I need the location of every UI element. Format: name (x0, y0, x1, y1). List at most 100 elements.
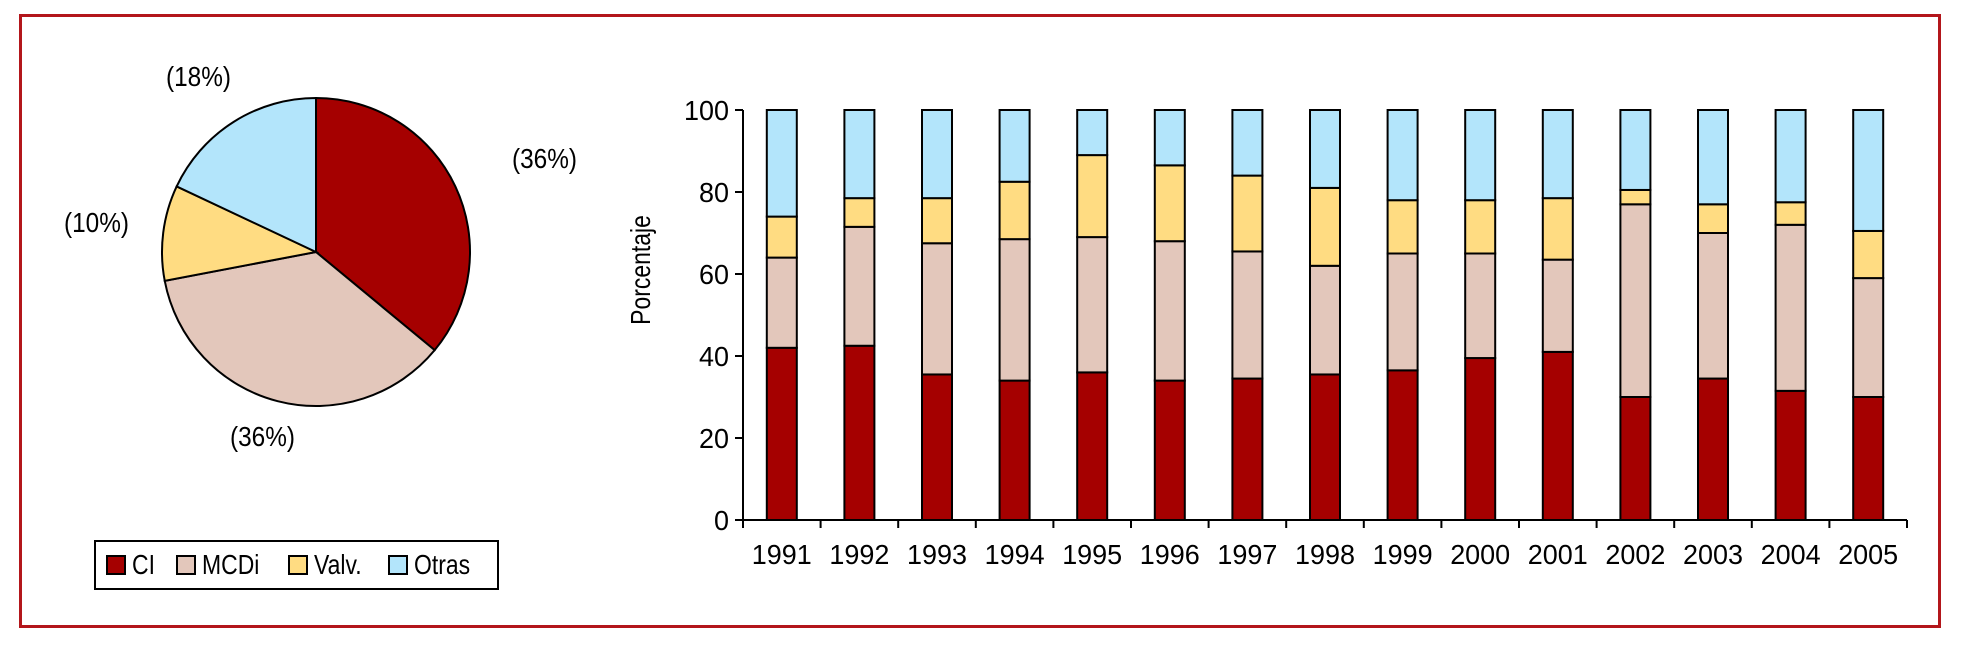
bar-2001-ci (1541, 350, 1574, 521)
legend-swatch-mcdi (176, 555, 196, 575)
bar-2005-ci (1852, 396, 1885, 521)
x-tick-label-1991: 1991 (752, 539, 812, 570)
y-tick-label-60: 60 (699, 259, 729, 290)
bar-2000-valv (1464, 199, 1497, 255)
bar-2005-mcdi (1852, 277, 1885, 399)
bar-1991-otras (765, 109, 798, 218)
x-tick-label-1993: 1993 (907, 539, 967, 570)
bar-1992-otras (843, 109, 876, 200)
y-axis-label: Porcentaje (626, 215, 657, 325)
legend-swatch-ci (106, 555, 126, 575)
bar-2000-ci (1464, 357, 1497, 521)
x-tick-label-2004: 2004 (1761, 539, 1821, 570)
bar-1995-valv (1076, 154, 1109, 239)
bar-1993-valv (921, 197, 953, 245)
pie-slice-otras (175, 96, 317, 254)
bar-2005-valv (1852, 229, 1885, 280)
bar-1998-mcdi (1309, 264, 1341, 376)
x-tick-label-1998: 1998 (1295, 539, 1355, 570)
pie-label-otras: (18%) (166, 61, 231, 92)
legend-label-ci: CI (132, 549, 155, 580)
x-tick-label-2005: 2005 (1838, 539, 1898, 570)
bar-2001-mcdi (1541, 258, 1574, 353)
bar-1998-valv (1309, 186, 1341, 267)
bar-2004-otras (1774, 109, 1807, 204)
bar-1999-valv (1386, 199, 1419, 255)
bar-1994-mcdi (998, 238, 1031, 382)
pie-slice-valv (161, 185, 320, 283)
bar-1996-ci (1153, 379, 1186, 521)
bar-2003-mcdi (1697, 232, 1729, 380)
bar-2000-otras (1464, 109, 1497, 202)
bar-1992-mcdi (843, 225, 876, 347)
bar-1995-ci (1076, 371, 1109, 521)
legend-swatch-otras (388, 555, 409, 575)
y-tick-label-80: 80 (699, 177, 729, 208)
bar-2003-valv (1697, 203, 1729, 235)
bar-2002-mcdi (1619, 203, 1652, 398)
bar-1994-ci (998, 379, 1031, 521)
bar-1994-otras (998, 109, 1031, 183)
y-tick-label-100: 100 (684, 95, 729, 126)
x-tick-label-1994: 1994 (985, 539, 1045, 570)
bar-1998-otras (1309, 109, 1341, 189)
bar-1994-valv (998, 180, 1031, 241)
bar-1993-ci (921, 373, 953, 522)
legend-item-ci: CI (106, 549, 160, 581)
legend-label-valv: Valv. (314, 549, 362, 580)
bar-2002-valv (1619, 188, 1652, 206)
x-tick-label-1992: 1992 (829, 539, 889, 570)
pie-slice-ci (315, 96, 471, 352)
bar-1991-valv (765, 215, 798, 259)
legend-label-otras: Otras (414, 549, 471, 580)
bar-1999-otras (1386, 109, 1419, 202)
bar-1996-otras (1153, 109, 1186, 167)
bar-2003-ci (1697, 377, 1729, 521)
x-tick-label-1995: 1995 (1062, 539, 1122, 570)
bar-1993-otras (921, 109, 953, 200)
bar-1992-ci (843, 344, 876, 521)
x-tick-label-2000: 2000 (1450, 539, 1510, 570)
x-tick-label-2001: 2001 (1528, 539, 1588, 570)
bar-1997-otras (1231, 109, 1264, 177)
bar-1992-valv (843, 197, 876, 228)
bar-2004-mcdi (1774, 223, 1807, 392)
bar-1995-otras (1076, 109, 1109, 157)
bar-2002-ci (1619, 396, 1652, 521)
y-tick-label-40: 40 (699, 341, 729, 372)
pie-slice-mcdi (163, 250, 437, 407)
bar-1997-mcdi (1231, 250, 1264, 380)
bar-1997-valv (1231, 174, 1264, 253)
x-tick-label-1997: 1997 (1217, 539, 1277, 570)
bar-1991-ci (765, 346, 798, 521)
pie-label-mcdi: (36%) (230, 421, 295, 452)
bar-2002-otras (1619, 109, 1652, 191)
x-tick-label-1999: 1999 (1373, 539, 1433, 570)
x-tick-label-2002: 2002 (1605, 539, 1665, 570)
bar-1993-mcdi (921, 242, 953, 376)
bar-1997-ci (1231, 377, 1264, 521)
bar-1999-mcdi (1386, 252, 1419, 372)
bar-2003-otras (1697, 109, 1729, 206)
bar-2001-otras (1541, 109, 1574, 200)
x-tick-label-1996: 1996 (1140, 539, 1200, 570)
bar-1996-valv (1153, 164, 1186, 243)
legend-swatch-valv (288, 555, 308, 575)
bar-2004-valv (1774, 201, 1807, 226)
bar-1998-ci (1309, 373, 1341, 522)
bar-1991-mcdi (765, 256, 798, 349)
bar-2005-otras (1852, 109, 1885, 232)
bar-2001-valv (1541, 197, 1574, 261)
legend-label-mcdi: MCDi (202, 549, 260, 580)
legend-item-otras: Otras (388, 549, 482, 581)
legend-item-mcdi: MCDi (176, 549, 272, 581)
bar-2000-mcdi (1464, 252, 1497, 360)
bar-1999-ci (1386, 369, 1419, 521)
bar-1996-mcdi (1153, 240, 1186, 382)
bar-2004-ci (1774, 389, 1807, 521)
y-tick-label-0: 0 (714, 505, 729, 536)
legend-item-valv: Valv. (288, 549, 372, 581)
y-tick-label-20: 20 (699, 423, 729, 454)
